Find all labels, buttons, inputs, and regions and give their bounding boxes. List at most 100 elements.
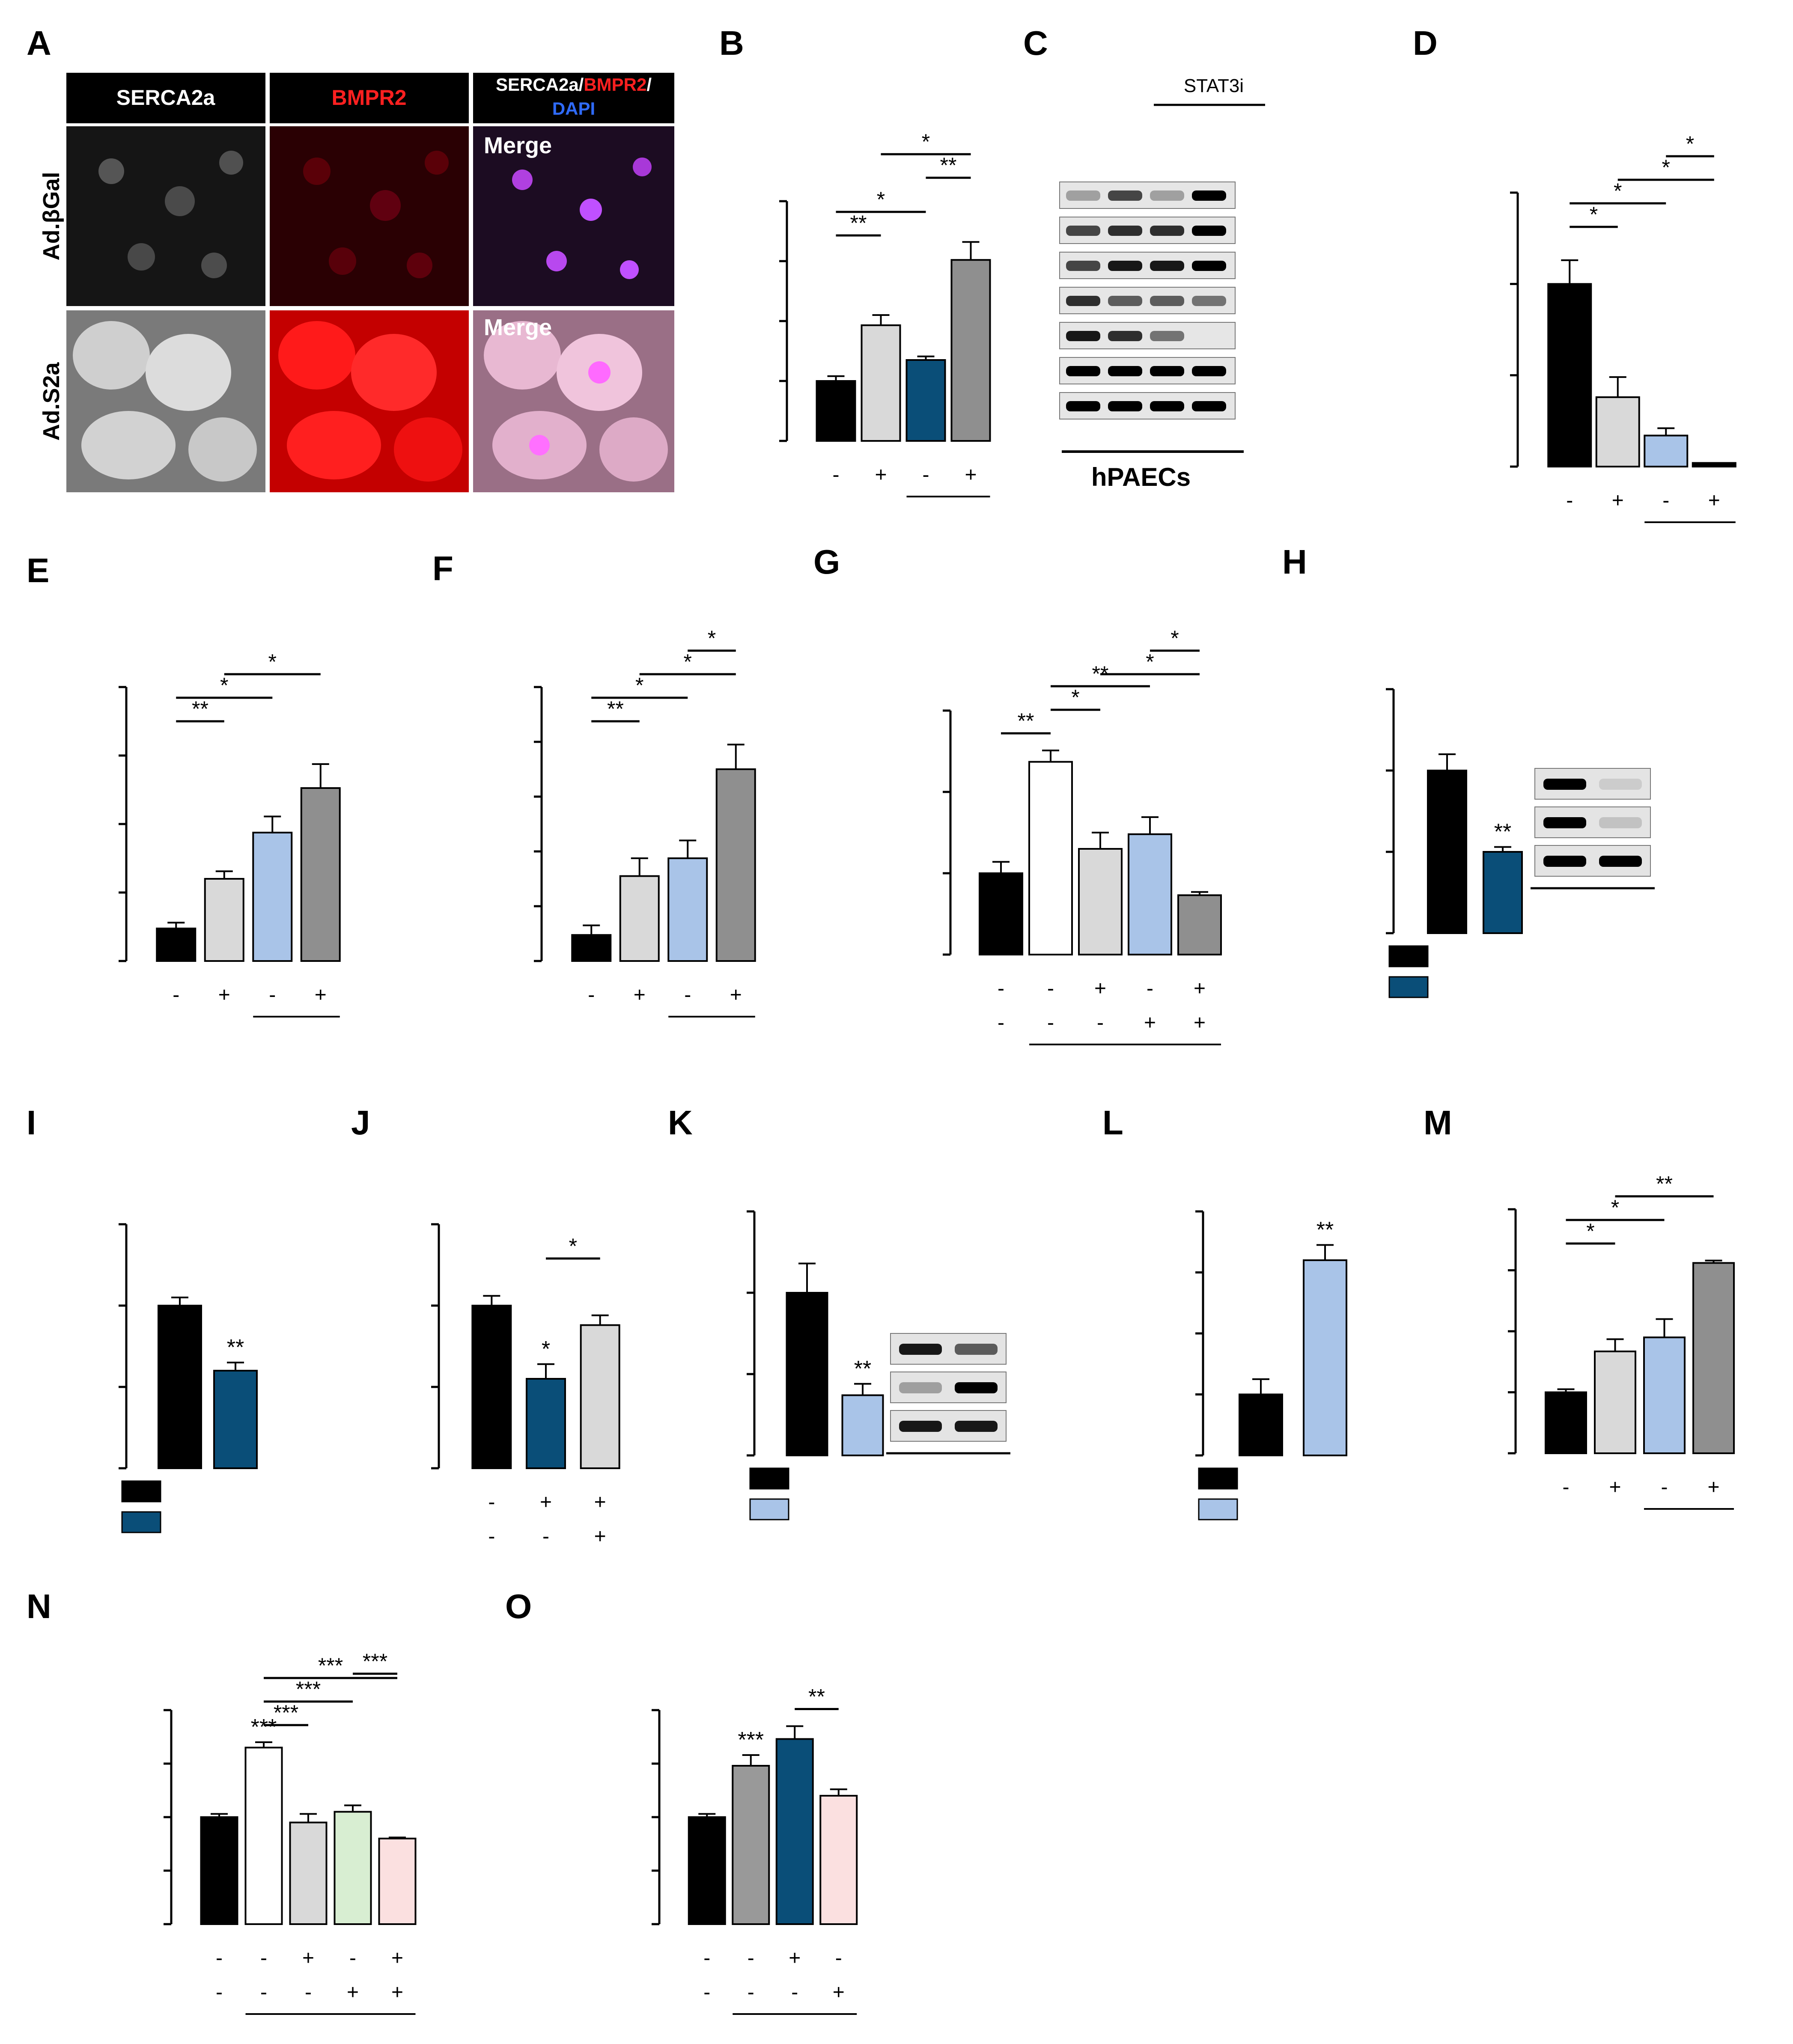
significance-mark: ***	[738, 1728, 764, 1752]
bar	[158, 1305, 202, 1469]
bar	[1547, 283, 1592, 467]
condition-mark: +	[1194, 977, 1206, 1000]
significance-mark: *	[1662, 155, 1670, 179]
significance-mark: **	[850, 211, 867, 235]
bar	[1595, 396, 1640, 467]
significance-mark: *	[542, 1337, 550, 1362]
condition-mark: +	[833, 1981, 845, 2004]
bar	[775, 1738, 814, 1925]
blot-band	[899, 1382, 942, 1393]
bar	[252, 832, 293, 962]
bar	[667, 857, 708, 962]
panel-letter-f: F	[432, 549, 453, 587]
legend-swatch	[1388, 976, 1429, 998]
blot-band	[899, 1344, 942, 1355]
significance-mark: *	[1611, 1196, 1619, 1220]
blot-rows	[1059, 181, 1236, 420]
blot-band	[1108, 226, 1142, 236]
blot-band	[1108, 401, 1142, 411]
bar	[378, 1838, 417, 1925]
panel-letters: B D E F G H I J K L M N O	[27, 24, 1452, 1625]
merged-header-part: /	[646, 74, 652, 95]
merge-label: Merge	[484, 315, 552, 340]
significance-mark: *	[922, 130, 930, 154]
col-header-merged: SERCA2a/BMPR2/	[496, 74, 652, 95]
condition-mark: -	[1563, 1476, 1570, 1499]
condition-mark: +	[634, 984, 646, 1006]
significance-mark: *	[268, 650, 277, 674]
condition-mark: +	[315, 984, 327, 1006]
row-label-ads2a: Ad.S2a	[39, 362, 64, 441]
panel-letter-l: L	[1102, 1104, 1123, 1142]
bar	[334, 1811, 372, 1925]
blot-band	[1150, 296, 1184, 306]
blot-band	[1192, 401, 1226, 411]
chart-l: **	[1195, 1210, 1347, 1520]
significance-mark: **	[227, 1335, 244, 1360]
significance-mark: **	[1494, 820, 1511, 845]
stat3i-group-label: STAT3i	[1184, 75, 1244, 96]
bar	[1644, 434, 1689, 468]
bar	[1128, 833, 1172, 956]
bar	[688, 1816, 726, 1925]
bar	[1692, 462, 1736, 468]
condition-mark: +	[391, 1947, 403, 1970]
blot-band	[1066, 261, 1100, 271]
panel-letter-o: O	[505, 1587, 532, 1625]
bar	[950, 259, 991, 442]
bar	[244, 1746, 283, 1925]
bar	[1303, 1259, 1347, 1456]
blot-band	[1066, 190, 1100, 201]
condition-mark: +	[594, 1525, 606, 1548]
condition-mark: +	[347, 1981, 359, 2004]
chart-m: ****- + - +	[1508, 1172, 1735, 1510]
blot-band	[1599, 817, 1642, 828]
condition-mark: -	[998, 977, 1004, 1000]
panel-letter-e: E	[27, 551, 49, 589]
significance-mark: ***	[274, 1701, 298, 1725]
condition-mark: -	[588, 984, 595, 1006]
bar	[580, 1324, 620, 1470]
condition-mark: -	[173, 984, 179, 1006]
condition-mark: -	[748, 1981, 754, 2004]
condition-mark: +	[1144, 1012, 1156, 1034]
blot-band	[1066, 296, 1100, 306]
condition-mark: -	[1097, 1012, 1104, 1034]
significance-mark: *	[569, 1234, 577, 1258]
bar	[819, 1795, 858, 1925]
significance-mark: *	[1146, 650, 1154, 674]
blot-band	[1150, 190, 1184, 201]
legend-swatch	[749, 1467, 789, 1490]
bar	[1028, 761, 1073, 955]
panel-c: C STAT3i hPAECs	[1023, 24, 1265, 491]
blot-band	[1543, 856, 1586, 867]
condition-mark: -	[833, 464, 840, 486]
chart-g: *******- - + - +- - - + +	[943, 626, 1222, 1045]
significance-mark: **	[854, 1357, 871, 1381]
bar	[786, 1292, 828, 1456]
blot-band	[1150, 226, 1184, 236]
blot-band	[1108, 190, 1142, 201]
blot-band	[955, 1421, 998, 1432]
bar	[1483, 851, 1523, 934]
blot-band	[1599, 779, 1642, 790]
blot-band	[1108, 296, 1142, 306]
condition-mark: +	[594, 1491, 606, 1514]
blot-band	[1192, 226, 1226, 236]
panel-letter-m: M	[1424, 1104, 1452, 1142]
legend-swatch	[1198, 1498, 1238, 1520]
condition-mark: -	[269, 984, 276, 1006]
condition-mark: -	[488, 1525, 495, 1548]
bar	[905, 359, 946, 442]
bar	[619, 875, 660, 962]
merge-label: Merge	[484, 133, 552, 158]
panel-letter-n: N	[27, 1587, 51, 1625]
bar	[861, 324, 901, 442]
condition-mark: -	[1566, 489, 1573, 512]
condition-mark: -	[260, 1947, 267, 1970]
significance-mark: **	[808, 1685, 825, 1709]
chart-k: **	[747, 1210, 884, 1520]
bar	[204, 878, 244, 962]
significance-mark: **	[1656, 1172, 1673, 1196]
